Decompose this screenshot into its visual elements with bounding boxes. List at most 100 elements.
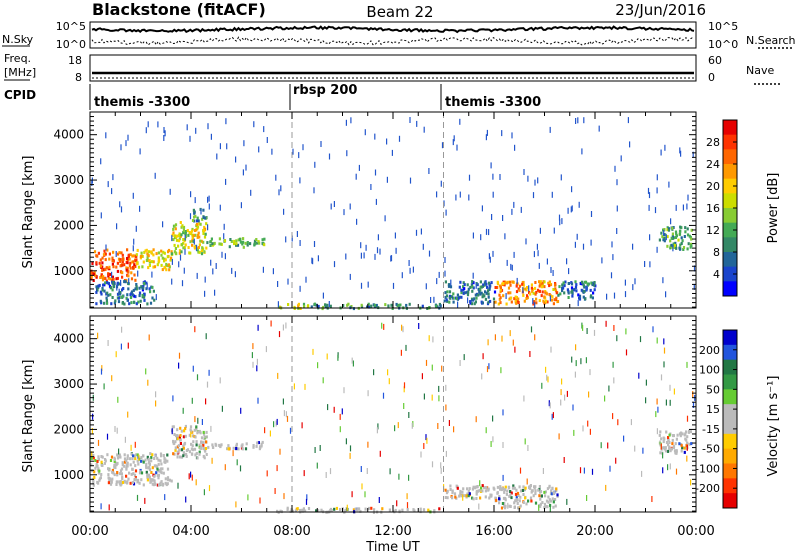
heatmap-cell (143, 292, 146, 296)
heatmap-noise-cell (440, 467, 442, 474)
heatmap-noise-cell (625, 328, 627, 335)
heatmap-cell (138, 291, 142, 295)
heatmap-cell (518, 499, 521, 503)
heatmap-cell (121, 301, 124, 304)
heatmap-cell (546, 505, 549, 509)
heatmap-noise-cell (375, 198, 377, 205)
heatmap-cell (548, 280, 551, 284)
heatmap-cell (492, 297, 496, 301)
heatmap-noise-cell (157, 121, 159, 128)
heatmap-noise-cell (311, 257, 313, 264)
heatmap-cell (192, 240, 195, 243)
heatmap-noise-cell (502, 215, 504, 221)
heatmap-cell (202, 432, 206, 436)
heatmap-cell (354, 507, 357, 511)
heatmap-cell (474, 485, 477, 489)
heatmap-noise-cell (201, 419, 203, 425)
heatmap-noise-cell (430, 297, 432, 303)
nave-tick-high: 60 (708, 54, 722, 67)
heatmap-noise-cell (686, 415, 689, 422)
heatmap-noise-cell (502, 409, 504, 416)
heatmap-cell (195, 452, 198, 455)
heatmap-cell (444, 291, 447, 295)
heatmap-cell (453, 492, 457, 496)
heatmap-cell (145, 259, 148, 262)
heatmap-cell (149, 452, 152, 456)
heatmap-cell (690, 228, 693, 232)
heatmap-cell (128, 257, 131, 261)
heatmap-cell (180, 250, 183, 254)
heatmap-noise-cell (265, 346, 267, 353)
heatmap-cell (167, 250, 170, 254)
heatmap-cell (211, 443, 214, 447)
heatmap-cell (544, 490, 547, 494)
heatmap-noise-cell (647, 187, 650, 194)
freq-tick-low: 8 (75, 71, 82, 84)
heatmap-noise-cell (546, 258, 548, 265)
heatmap-cell (129, 457, 132, 461)
heatmap-cell (487, 487, 490, 491)
heatmap-cell (153, 298, 156, 302)
heatmap-cell (686, 441, 689, 445)
heatmap-noise-cell (577, 300, 579, 307)
heatmap-cell (381, 507, 384, 511)
heatmap-cell (556, 300, 560, 303)
heatmap-noise-cell (103, 383, 105, 390)
heatmap-cell (153, 479, 156, 483)
heatmap-noise-cell (374, 253, 376, 260)
heatmap-cell (320, 508, 323, 512)
heatmap-noise-cell (491, 214, 493, 220)
heatmap-cell (126, 266, 129, 270)
nsky-panel (89, 21, 697, 49)
heatmap-cell (211, 445, 215, 449)
heatmap-noise-cell (456, 144, 458, 151)
heatmap-noise-cell (164, 130, 166, 137)
heatmap-noise-cell (384, 215, 386, 222)
heatmap-cell (173, 442, 176, 446)
heatmap-noise-cell (533, 251, 535, 258)
heatmap-noise-cell (409, 117, 411, 123)
heatmap-noise-cell (532, 192, 535, 199)
heatmap-noise-cell (128, 278, 130, 285)
heatmap-noise-cell (208, 485, 211, 492)
heatmap-noise-cell (182, 407, 184, 414)
colorbar-swatch (723, 330, 737, 346)
heatmap-cell (566, 288, 569, 292)
heatmap-cell (534, 485, 537, 489)
heatmap-noise-cell (266, 137, 268, 143)
heatmap-cell (161, 482, 165, 486)
heatmap-noise-cell (480, 234, 482, 241)
heatmap-cell (109, 277, 112, 281)
heatmap-cell (180, 225, 183, 229)
heatmap-cell (188, 433, 191, 437)
heatmap-noise-cell (225, 118, 227, 125)
heatmap-noise-cell (590, 239, 592, 246)
heatmap-noise-cell (116, 223, 118, 230)
heatmap-cell (512, 484, 515, 488)
heatmap-cell (211, 242, 214, 246)
heatmap-noise-cell (552, 412, 554, 419)
heatmap-cell (156, 467, 159, 471)
heatmap-noise-cell (319, 445, 321, 451)
heatmap-cell (203, 235, 207, 239)
heatmap-noise-cell (247, 494, 249, 501)
heatmap-noise-cell (403, 403, 405, 409)
heatmap-cell (577, 293, 580, 297)
heatmap-cell (110, 302, 113, 306)
x-axis-label: Time UT (365, 540, 419, 554)
heatmap-cell (186, 229, 189, 232)
heatmap-cell (166, 482, 169, 486)
heatmap-cell (178, 251, 181, 255)
heatmap-cell (675, 449, 678, 453)
heatmap-cell (131, 293, 134, 297)
heatmap-noise-cell (513, 251, 515, 258)
heatmap-cell (164, 458, 167, 462)
heatmap-noise-cell (482, 353, 484, 360)
heatmap-cell (474, 300, 477, 304)
heatmap-noise-cell (306, 494, 308, 501)
heatmap-cell (551, 295, 554, 299)
heatmap-noise-cell (559, 219, 561, 226)
heatmap-noise-cell (452, 139, 454, 146)
heatmap-cell (530, 499, 533, 503)
